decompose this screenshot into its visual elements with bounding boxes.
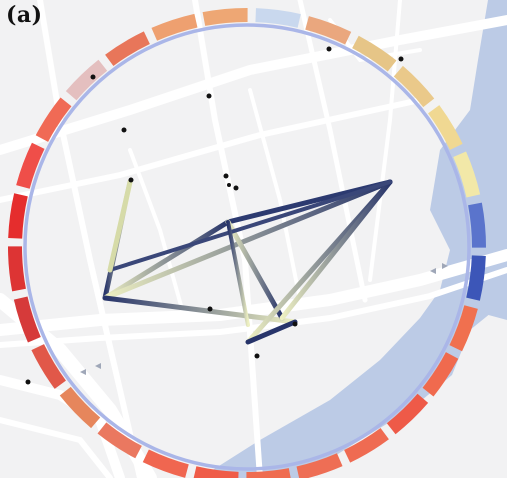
ring-segment[interactable] xyxy=(255,8,301,28)
ring-segment[interactable] xyxy=(344,427,389,463)
ring-segments xyxy=(7,7,487,478)
ring-segment[interactable] xyxy=(151,13,198,41)
poi-marker xyxy=(233,185,239,191)
ring-segment[interactable] xyxy=(13,296,41,343)
ring-segment[interactable] xyxy=(352,35,397,72)
ring-diagram[interactable] xyxy=(7,7,487,478)
ring-segment[interactable] xyxy=(466,255,486,301)
ring-segment[interactable] xyxy=(202,7,248,26)
ring-segment[interactable] xyxy=(296,453,343,478)
ring-segment[interactable] xyxy=(453,151,481,198)
ring-segment[interactable] xyxy=(386,393,429,435)
poi-marker xyxy=(207,306,213,312)
network-edge[interactable] xyxy=(225,219,285,321)
network-edge[interactable] xyxy=(279,179,393,321)
ring-segment[interactable] xyxy=(8,193,28,239)
panel-label: (a) xyxy=(6,2,43,28)
arrow-icon xyxy=(80,263,448,375)
poi-markers xyxy=(25,46,404,385)
poi-marker xyxy=(398,56,404,62)
ring-segment[interactable] xyxy=(427,105,463,150)
poi-marker xyxy=(206,93,212,99)
network-edge[interactable] xyxy=(245,319,298,345)
ring-segment[interactable] xyxy=(7,246,26,292)
poi-marker xyxy=(227,183,231,187)
poi-marker xyxy=(121,127,127,133)
ring-segment[interactable] xyxy=(422,352,459,397)
poi-marker xyxy=(326,46,332,52)
ring-segment[interactable] xyxy=(31,344,67,389)
ring-segment[interactable] xyxy=(105,31,150,67)
network-edge[interactable] xyxy=(108,180,392,272)
ring-track xyxy=(23,23,471,471)
poi-marker xyxy=(223,173,229,179)
network-edge[interactable] xyxy=(102,219,231,301)
ring-segment[interactable] xyxy=(16,142,45,189)
ring-segment[interactable] xyxy=(468,202,487,248)
ring-segment[interactable] xyxy=(305,16,352,45)
network-edge[interactable] xyxy=(107,179,133,273)
network-edges[interactable] xyxy=(102,179,393,345)
poi-marker xyxy=(25,379,31,385)
network-edge[interactable] xyxy=(226,220,250,327)
ring-segment[interactable] xyxy=(193,466,239,478)
ring-segment[interactable] xyxy=(142,449,189,478)
poi-marker xyxy=(90,74,96,80)
ring-segment[interactable] xyxy=(97,422,142,459)
poi-marker xyxy=(254,353,260,359)
ring-segment[interactable] xyxy=(65,59,108,101)
network-edge[interactable] xyxy=(102,179,393,301)
ring-segment[interactable] xyxy=(393,65,435,108)
ring-segment[interactable] xyxy=(59,386,101,429)
poi-marker xyxy=(128,177,134,183)
network-edge[interactable] xyxy=(102,295,298,325)
ring-segment[interactable] xyxy=(246,468,291,478)
poi-marker xyxy=(292,321,298,327)
ring-segment[interactable] xyxy=(449,305,478,352)
ring-segment[interactable] xyxy=(35,97,72,142)
